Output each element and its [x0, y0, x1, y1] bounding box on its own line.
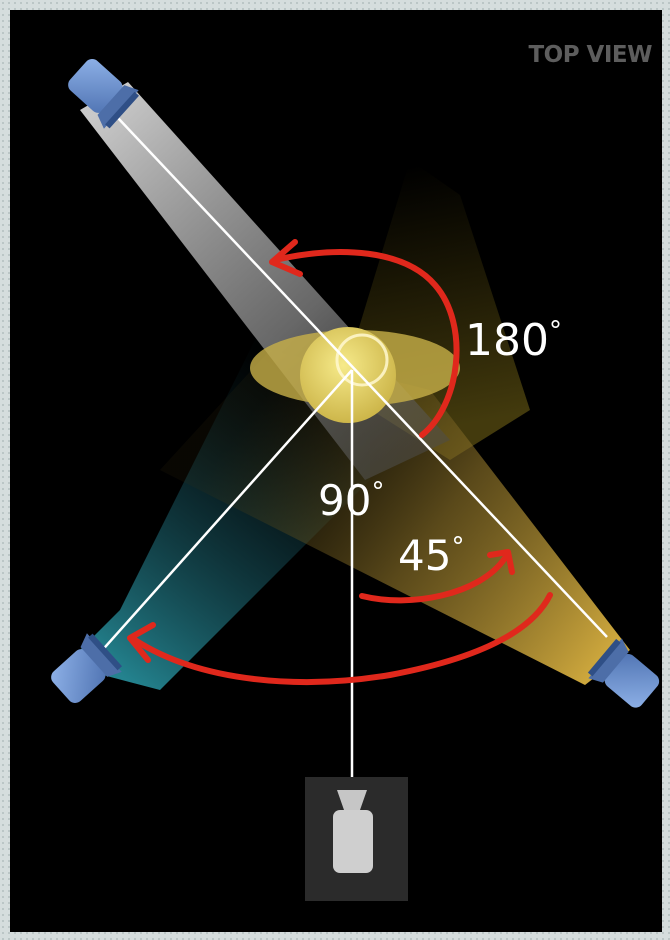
arrow-45 — [359, 549, 515, 604]
beam-yellow-right — [160, 350, 630, 685]
spotlight-icon — [604, 653, 660, 708]
angle-label-90: 90° — [318, 476, 384, 525]
spotlight-icon — [68, 59, 123, 113]
spotlight-icon — [51, 649, 106, 703]
angle-label-45: 45° — [398, 531, 464, 580]
angle-label-180: 180° — [465, 315, 562, 366]
arrow-90 — [127, 592, 553, 685]
camera-icon — [333, 790, 373, 873]
light-bottom-right — [587, 638, 660, 708]
subject-highlight-ring — [335, 333, 389, 387]
diagram-stage: TOP VIEW 180° 90° 45° — [10, 10, 662, 932]
arrow-180 — [269, 239, 460, 438]
camera — [305, 777, 408, 901]
top-view-label: TOP VIEW — [528, 42, 652, 68]
guide-line-fill — [97, 369, 353, 656]
guide-line-key — [117, 117, 608, 638]
lighting-diagram: TOP VIEW 180° 90° 45° — [51, 42, 660, 901]
light-bottom-left — [51, 633, 123, 703]
light-top-left — [68, 59, 140, 129]
